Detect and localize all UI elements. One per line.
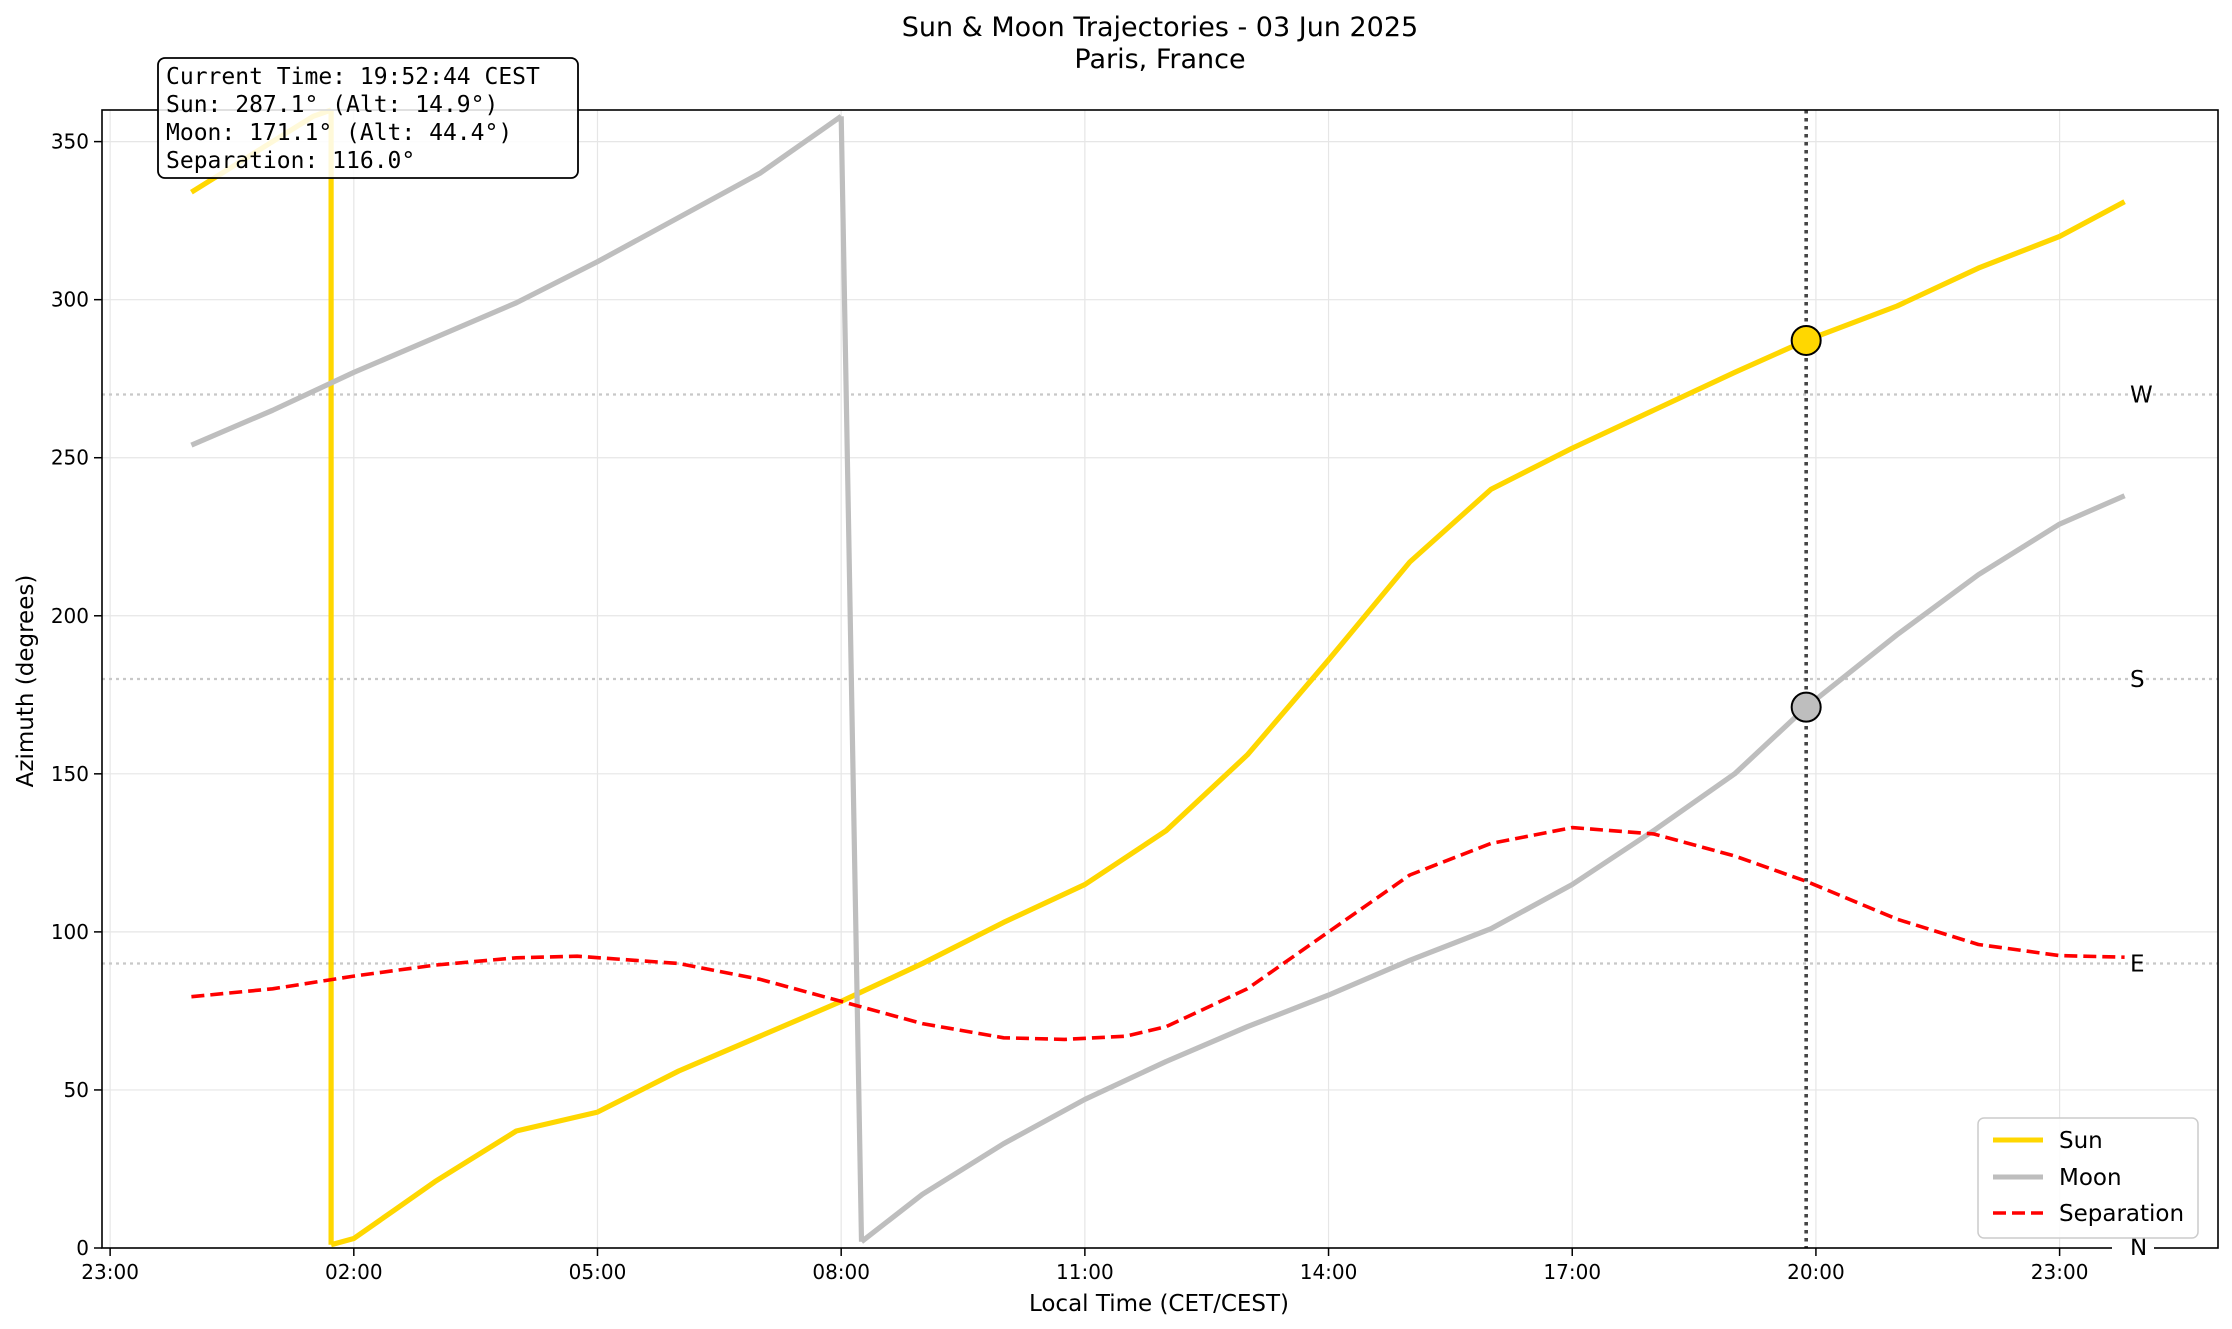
current-status-info-box: Current Time: 19:52:44 CEST Sun: 287.1° … [157,57,579,179]
chart-subtitle: Paris, France [1074,44,1245,75]
compass-n-label: N [2130,1235,2147,1261]
x-tick-label: 05:00 [569,1260,627,1284]
info-sun-position: Sun: 287.1° (Alt: 14.9°) [166,92,498,118]
x-tick-label: 17:00 [1543,1260,1601,1284]
x-tick-label: 02:00 [325,1260,383,1284]
chart-title: Sun & Moon Trajectories - 03 Jun 2025 [902,12,1418,43]
compass-reference-lines [102,393,2218,965]
y-tick-label: 300 [51,288,89,312]
info-box-frame [157,57,579,179]
info-current-time: Current Time: 19:52:44 CEST [166,64,540,90]
y-tick-label: 250 [51,446,89,470]
x-tick-label: 23:00 [2031,1260,2089,1284]
y-tick-label: 150 [51,762,89,786]
x-axis-ticks: 23:00 02:00 05:00 08:00 11:00 14:00 17:00 20:00… [81,1248,2088,1284]
series-line-moon [190,114,2126,1244]
x-tick-label: 11:00 [1056,1260,1114,1284]
compass-e-label: E [2130,952,2145,978]
x-tick-label: 20:00 [1787,1260,1845,1284]
y-tick-label: 50 [64,1078,89,1102]
info-moon-position: Moon: 171.1° (Alt: 44.4°) [166,120,512,146]
marker-sun [1790,324,1822,356]
compass-w-label: W [2130,383,2153,409]
plot-frame [101,109,2219,1249]
y-tick-label: 200 [51,604,89,628]
compass-labels: N E S W [2112,383,2154,1261]
compass-s-label: S [2130,667,2145,693]
y-axis-ticks: 0 50 100 150 200 250 300 350 [51,130,102,1260]
current-position-markers [1790,324,1822,723]
y-tick-label: 100 [51,920,89,944]
legend-label-separation: Separation [2059,1201,2184,1227]
marker-moon [1790,691,1822,723]
info-separation: Separation: 116.0° [166,148,415,174]
x-axis-label: Local Time (CET/CEST) [1029,1291,1289,1317]
x-tick-label: 23:00 [81,1260,139,1284]
series-line-separation [191,825,2125,1042]
legend: Sun Moon Separation [1977,1117,2199,1239]
y-axis-label: Azimuth (degrees) [13,575,39,788]
y-tick-label: 350 [51,130,89,154]
legend-label-moon: Moon [2059,1165,2122,1191]
x-tick-label: 14:00 [1300,1260,1358,1284]
y-tick-label: 0 [76,1236,89,1260]
legend-frame [1977,1117,2199,1239]
legend-label-sun: Sun [2059,1128,2103,1154]
x-tick-label: 08:00 [812,1260,870,1284]
